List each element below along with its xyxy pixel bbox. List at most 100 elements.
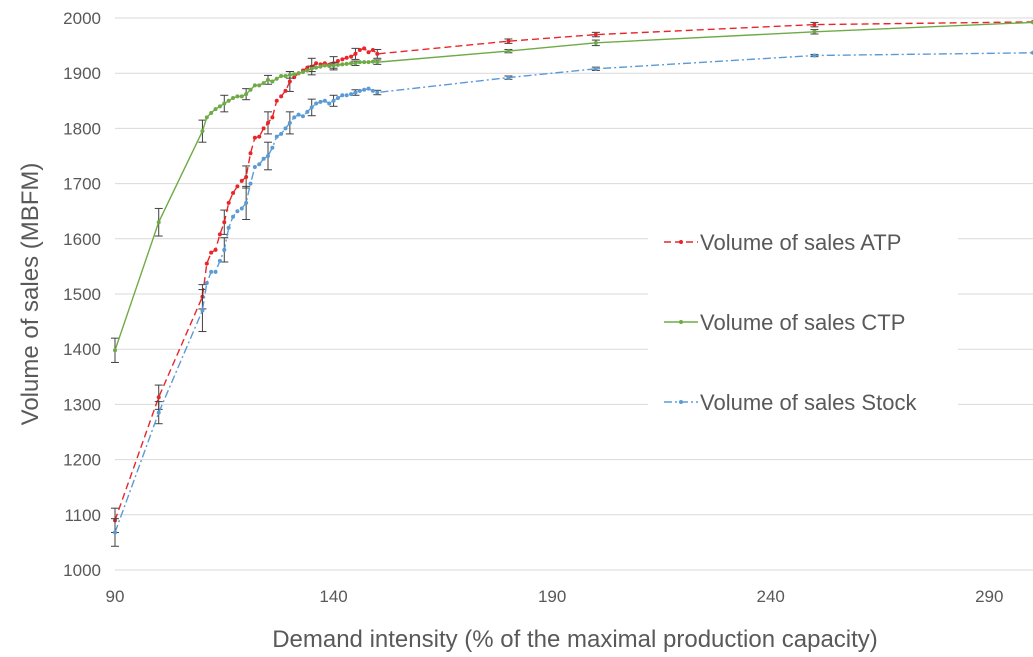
- data-point-stock: [200, 308, 205, 313]
- data-point-ctp: [314, 65, 319, 70]
- data-point-atp: [239, 178, 244, 183]
- data-point-stock: [204, 280, 209, 285]
- data-point-ctp: [309, 66, 314, 71]
- data-point-ctp: [204, 115, 209, 120]
- data-point-stock: [248, 181, 253, 186]
- y-axis-title: Volume of sales (MBFM): [17, 163, 44, 426]
- data-point-stock: [349, 92, 354, 97]
- data-point-atp: [266, 120, 270, 125]
- data-point-ctp: [322, 63, 327, 68]
- data-point-atp: [204, 261, 209, 266]
- data-point-atp: [506, 39, 511, 44]
- data-point-atp: [252, 135, 257, 140]
- data-point-ctp: [357, 60, 362, 65]
- data-point-stock: [370, 88, 375, 93]
- legend-label: Volume of sales CTP: [700, 310, 905, 335]
- y-tick-label: 1500: [63, 285, 101, 304]
- x-tick-label: 90: [106, 587, 125, 606]
- data-point-ctp: [248, 87, 253, 92]
- data-point-stock: [209, 269, 214, 274]
- data-point-ctp: [257, 83, 262, 88]
- data-point-ctp: [113, 348, 117, 353]
- data-point-stock: [593, 66, 598, 71]
- data-point-stock: [274, 134, 279, 139]
- data-point-stock: [353, 90, 358, 95]
- data-point-stock: [318, 99, 323, 104]
- data-point-atp: [279, 94, 284, 99]
- data-point-atp: [366, 50, 371, 55]
- data-point-ctp: [349, 61, 354, 66]
- data-point-atp: [287, 79, 292, 84]
- data-point-ctp: [344, 61, 349, 66]
- data-point-ctp: [305, 68, 310, 73]
- data-point-stock: [322, 98, 327, 103]
- data-point-ctp: [244, 92, 249, 97]
- data-point-atp: [257, 134, 262, 139]
- y-tick-label: 1600: [63, 230, 101, 249]
- data-point-atp: [248, 151, 253, 156]
- legend-background: [648, 220, 958, 420]
- data-point-atp: [344, 55, 349, 60]
- data-point-atp: [217, 232, 222, 237]
- data-point-atp: [362, 46, 367, 51]
- data-point-stock: [222, 247, 227, 252]
- data-point-stock: [257, 162, 262, 167]
- y-tick-label: 1100: [64, 506, 101, 525]
- data-point-ctp: [296, 71, 301, 76]
- data-point-ctp: [375, 60, 380, 65]
- data-point-ctp: [239, 94, 244, 99]
- data-point-ctp: [200, 129, 205, 134]
- legend-marker: [679, 400, 683, 404]
- data-point-stock: [296, 112, 301, 117]
- legend-item-ctp: Volume of sales CTP: [664, 310, 905, 335]
- data-point-atp: [156, 395, 161, 400]
- data-point-ctp: [217, 104, 222, 109]
- y-tick-label: 2000: [63, 9, 101, 28]
- data-point-atp: [283, 88, 288, 93]
- data-point-stock: [366, 86, 371, 91]
- data-point-stock: [292, 115, 297, 120]
- data-point-atp: [305, 65, 310, 70]
- data-point-ctp: [274, 76, 279, 81]
- data-point-stock: [344, 93, 349, 98]
- y-tick-label: 1900: [63, 64, 101, 83]
- data-point-atp: [235, 184, 240, 189]
- y-tick-label: 1300: [63, 395, 101, 414]
- data-point-stock: [340, 93, 345, 98]
- data-point-stock: [252, 165, 257, 170]
- data-point-stock: [309, 105, 314, 110]
- data-point-ctp: [370, 59, 375, 64]
- data-point-stock: [331, 98, 336, 103]
- data-point-stock: [279, 131, 284, 136]
- y-tick-label: 1800: [63, 119, 101, 138]
- data-point-ctp: [353, 61, 358, 66]
- data-point-atp: [370, 48, 375, 53]
- data-point-ctp: [226, 98, 231, 103]
- legend-label: Volume of sales Stock: [700, 390, 917, 415]
- data-point-ctp: [506, 49, 511, 54]
- data-point-stock: [287, 120, 292, 125]
- x-axis-title: Demand intensity (% of the maximal produ…: [272, 626, 878, 653]
- data-point-ctp: [287, 72, 292, 77]
- data-point-ctp: [340, 62, 345, 67]
- data-point-stock: [226, 225, 231, 230]
- data-point-atp: [593, 32, 598, 37]
- y-tick-label: 1200: [63, 451, 101, 470]
- data-point-stock: [335, 96, 340, 101]
- legend-item-atp: Volume of sales ATP: [664, 230, 901, 255]
- data-point-stock: [327, 101, 332, 106]
- data-point-stock: [812, 53, 817, 58]
- data-point-ctp: [222, 101, 227, 106]
- data-point-atp: [349, 54, 354, 59]
- data-point-ctp: [300, 70, 305, 75]
- series-stock: [111, 50, 1033, 547]
- data-point-stock: [239, 206, 244, 211]
- x-tick-label: 290: [975, 587, 1003, 606]
- data-point-ctp: [261, 81, 266, 86]
- tick-labels: 1000 1100 1200 1300 1400 1500 1600 1700 1800 1900…: [63, 9, 1003, 606]
- data-point-stock: [375, 90, 380, 95]
- legend: Volume of sales ATP Volume of sales CTP Vo…: [664, 230, 917, 415]
- data-point-ctp: [266, 77, 270, 82]
- data-point-stock: [213, 269, 218, 274]
- data-point-stock: [156, 410, 161, 415]
